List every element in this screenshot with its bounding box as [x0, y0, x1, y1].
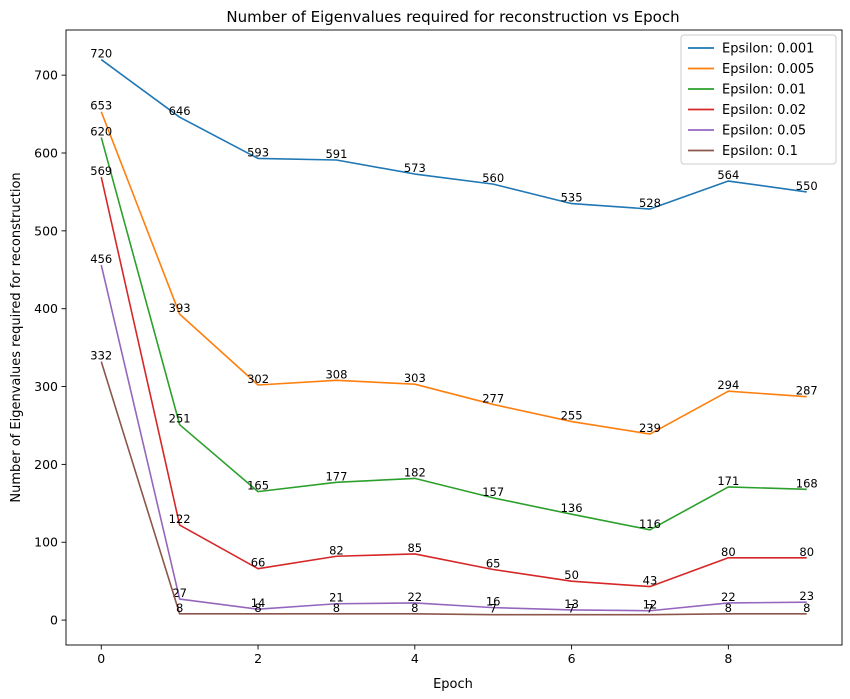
data-label: 14	[251, 596, 266, 610]
data-label: 294	[717, 378, 739, 392]
y-tick-label: 400	[34, 301, 58, 316]
data-label: 85	[407, 541, 422, 555]
data-label: 239	[639, 421, 661, 435]
data-label: 16	[486, 595, 501, 609]
x-tick-label: 0	[97, 651, 105, 666]
legend-label: Epsilon: 0.02	[722, 103, 806, 118]
data-label: 251	[169, 412, 191, 426]
data-label: 591	[325, 147, 347, 161]
data-label: 22	[721, 590, 736, 604]
data-label: 122	[169, 512, 191, 526]
data-label: 66	[251, 556, 266, 570]
chart-title: Number of Eigenvalues required for recon…	[226, 8, 679, 26]
y-tick-label: 100	[34, 535, 58, 550]
data-label: 157	[482, 485, 504, 499]
data-label: 80	[799, 545, 814, 559]
data-label: 80	[721, 545, 736, 559]
data-label: 7	[490, 602, 497, 616]
data-label: 569	[90, 164, 112, 178]
series-line	[100, 137, 807, 531]
data-label: 82	[329, 543, 344, 557]
series-line	[100, 176, 807, 588]
legend-label: Epsilon: 0.1	[722, 144, 798, 159]
data-label: 620	[90, 124, 112, 138]
y-tick-label: 600	[34, 146, 58, 161]
data-label: 7	[646, 602, 653, 616]
data-label: 168	[796, 476, 818, 490]
data-label: 8	[254, 601, 261, 615]
series-line	[100, 264, 807, 612]
y-tick-label: 500	[34, 223, 58, 238]
data-label: 646	[169, 104, 191, 118]
data-label: 136	[561, 501, 583, 515]
y-tick-label: 200	[34, 457, 58, 472]
legend-label: Epsilon: 0.001	[722, 42, 814, 57]
data-label: 27	[172, 586, 187, 600]
data-label: 528	[639, 196, 661, 210]
x-tick-label: 4	[411, 651, 419, 666]
plot-area: 720 646 593 591 573 560 535 528 564 550 653 393 302 3…	[90, 47, 817, 616]
y-axis-label: Number of Eigenvalues required for recon…	[9, 172, 24, 502]
data-label: 287	[796, 384, 818, 398]
x-tick-label: 2	[254, 651, 262, 666]
data-label: 308	[325, 367, 347, 381]
data-label: 456	[90, 252, 112, 266]
y-tick-label: 700	[34, 68, 58, 83]
legend-label: Epsilon: 0.05	[722, 124, 806, 139]
x-tick-label: 8	[724, 651, 732, 666]
data-label: 653	[90, 99, 112, 113]
legend: Epsilon: 0.001 Epsilon: 0.005 Epsilon: 0.0…	[680, 34, 837, 165]
data-label: 8	[725, 601, 732, 615]
data-label: 593	[247, 145, 269, 159]
y-tick-label: 300	[34, 379, 58, 394]
data-label: 165	[247, 479, 269, 493]
data-label: 65	[486, 556, 501, 570]
data-label: 7	[568, 602, 575, 616]
legend-label: Epsilon: 0.01	[722, 83, 806, 98]
data-label: 550	[796, 179, 818, 193]
data-label: 177	[325, 469, 347, 483]
plot-frame	[65, 29, 843, 646]
legend-box	[680, 34, 837, 165]
data-label: 12	[643, 598, 658, 612]
data-label: 8	[333, 601, 340, 615]
x-tick-label: 6	[568, 651, 576, 666]
data-label: 535	[561, 191, 583, 205]
data-label: 43	[643, 574, 658, 588]
data-label: 116	[639, 517, 661, 531]
data-label: 13	[564, 597, 579, 611]
axes: 0 2 4 6 8 0 100 200 300 400 500 600 700	[34, 68, 732, 666]
data-label: 573	[404, 161, 426, 175]
data-label: 21	[329, 591, 344, 605]
series-line	[100, 111, 807, 435]
data-label: 171	[717, 474, 739, 488]
series-line	[100, 361, 807, 616]
data-label: 8	[176, 601, 183, 615]
y-tick-label: 0	[50, 613, 58, 628]
series-line	[100, 58, 807, 210]
data-label: 8	[803, 601, 810, 615]
data-label: 182	[404, 465, 426, 479]
data-label: 50	[564, 568, 579, 582]
data-label: 302	[247, 372, 269, 386]
data-label: 564	[717, 168, 739, 182]
data-label: 255	[561, 409, 583, 423]
data-label: 393	[169, 301, 191, 315]
data-label: 560	[482, 171, 504, 185]
data-label: 23	[799, 589, 814, 603]
legend-label: Epsilon: 0.005	[722, 62, 814, 77]
data-label: 303	[404, 371, 426, 385]
data-label: 8	[411, 601, 418, 615]
x-axis-label: Epoch	[433, 677, 473, 692]
data-label: 22	[407, 590, 422, 604]
data-label: 332	[90, 349, 112, 363]
data-label: 277	[482, 391, 504, 405]
data-label: 720	[90, 47, 112, 61]
